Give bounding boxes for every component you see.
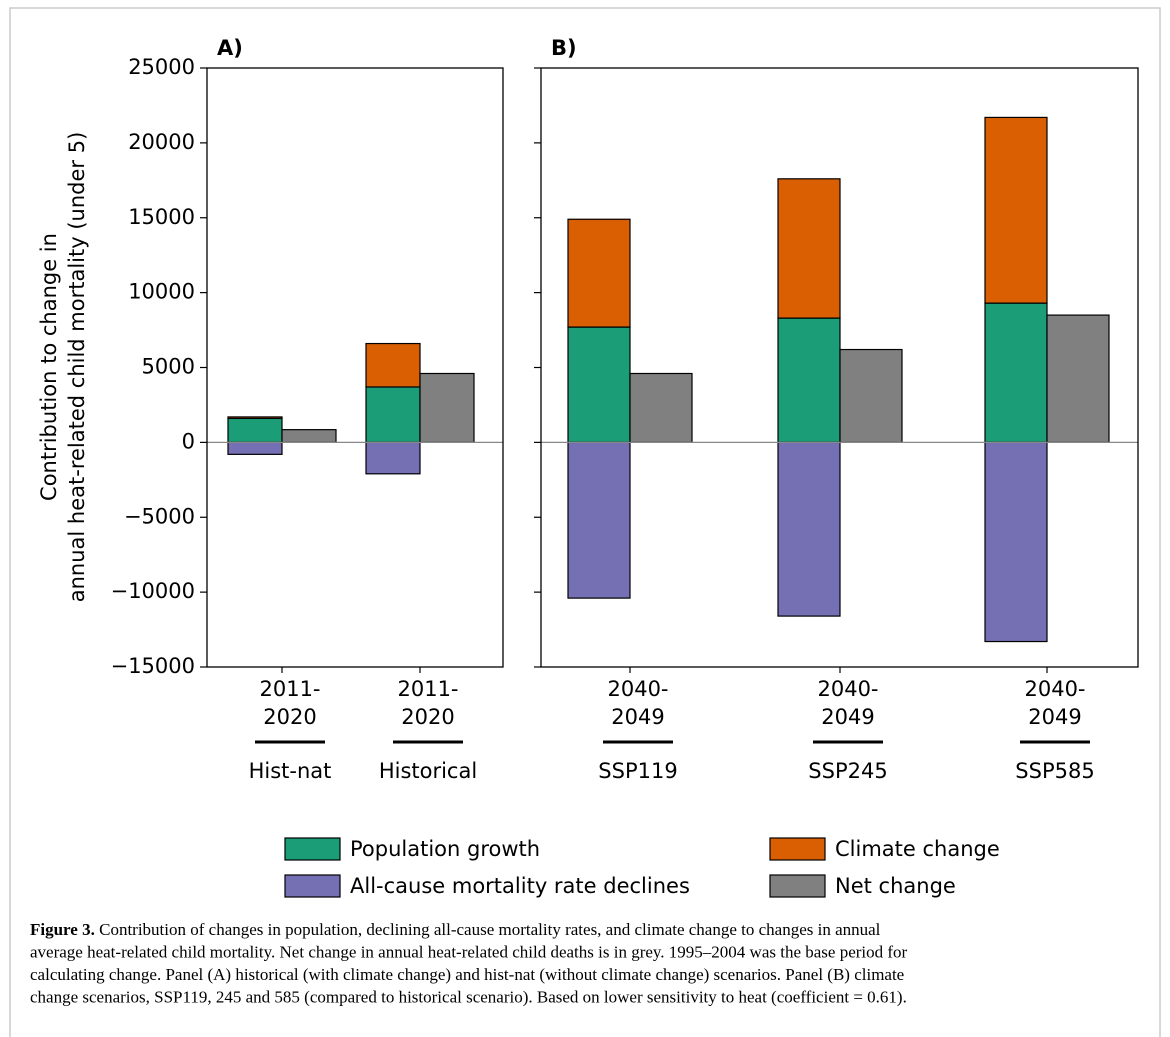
bar xyxy=(567,218,631,328)
bar xyxy=(227,417,283,443)
y-tick-label: −15000 xyxy=(111,654,195,678)
x-period-label: 2049 xyxy=(611,705,664,729)
y-axis-label: Contribution to change in xyxy=(37,233,61,501)
bar xyxy=(365,386,421,443)
bar xyxy=(365,342,421,388)
bar xyxy=(984,116,1048,304)
y-tick-label: −5000 xyxy=(124,504,195,528)
bar xyxy=(281,429,337,443)
y-tick-label: −10000 xyxy=(111,579,195,603)
y-tick-label: 25000 xyxy=(128,55,195,79)
figure-frame xyxy=(9,7,1161,1037)
legend-label: Climate change xyxy=(835,837,1000,861)
legend-swatch xyxy=(284,837,341,861)
caption-text: calculating change. Panel (A) historical… xyxy=(30,965,904,984)
bar xyxy=(777,441,841,617)
x-tick-label: SSP119 xyxy=(598,759,677,783)
legend-swatch xyxy=(284,874,341,898)
bar xyxy=(227,416,283,420)
y-tick-label: 5000 xyxy=(142,355,195,379)
x-period-label: 2011- xyxy=(397,677,458,701)
x-tick-label: SSP585 xyxy=(1015,759,1094,783)
bar xyxy=(227,441,283,455)
x-tick-label: SSP245 xyxy=(808,759,887,783)
legend-swatch xyxy=(769,837,826,861)
panel-label: B) xyxy=(551,36,577,60)
y-tick-label: 0 xyxy=(182,429,195,453)
x-period-label: 2040- xyxy=(1024,677,1085,701)
y-axis-label: annual heat-related child mortality (und… xyxy=(65,132,89,603)
bar xyxy=(365,441,421,475)
bar xyxy=(567,441,631,599)
x-period-label: 2040- xyxy=(817,677,878,701)
bar xyxy=(567,326,631,443)
x-period-label: 2049 xyxy=(1028,705,1081,729)
x-period-label: 2040- xyxy=(607,677,668,701)
x-period-label: 2020 xyxy=(401,705,454,729)
bar xyxy=(839,348,903,443)
bar xyxy=(984,302,1048,443)
legend-label: Net change xyxy=(835,874,956,898)
caption-label: Figure 3. xyxy=(30,920,95,939)
bar xyxy=(419,372,475,443)
y-tick-label: 15000 xyxy=(128,205,195,229)
axes-frame xyxy=(540,67,1139,668)
y-tick-label: 10000 xyxy=(128,280,195,304)
bar xyxy=(984,441,1048,643)
x-period-label: 2049 xyxy=(821,705,874,729)
bar xyxy=(777,317,841,443)
x-tick-label: Historical xyxy=(379,759,477,783)
bar xyxy=(629,372,693,443)
caption: Figure 3. Contribution of changes in pop… xyxy=(30,920,908,1007)
bar xyxy=(777,178,841,319)
caption-text: average heat-related child mortality. Ne… xyxy=(30,943,908,962)
legend-swatch xyxy=(769,874,826,898)
legend-label: All-cause mortality rate declines xyxy=(350,874,690,898)
caption-text: Contribution of changes in population, d… xyxy=(95,920,881,939)
caption-text: change scenarios, SSP119, 245 and 585 (c… xyxy=(30,988,907,1007)
x-period-label: 2011- xyxy=(259,677,320,701)
bar xyxy=(1046,314,1110,443)
y-tick-label: 20000 xyxy=(128,130,195,154)
axes-frame xyxy=(206,67,504,668)
panel-label: A) xyxy=(217,36,243,60)
x-tick-label: Hist-nat xyxy=(249,759,332,783)
x-period-label: 2020 xyxy=(263,705,316,729)
legend-label: Population growth xyxy=(350,837,540,861)
